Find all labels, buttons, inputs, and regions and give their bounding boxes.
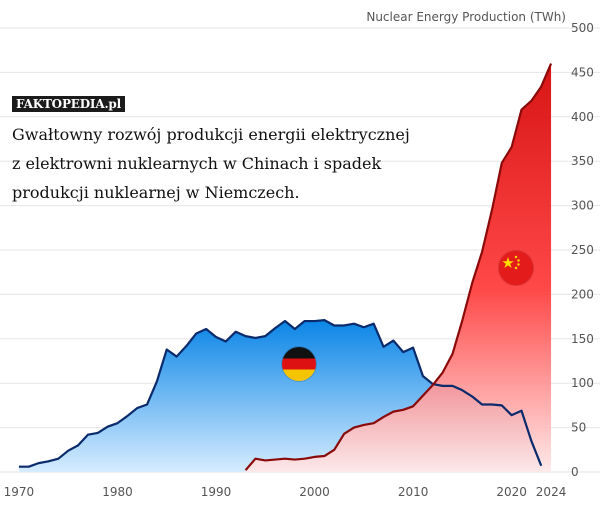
- faktopedia-watermark: FAKTOPEDIA.pl: [12, 96, 125, 112]
- china-flag-icon: [499, 251, 533, 285]
- y-tick-label: 150: [571, 332, 594, 346]
- x-tick-label: 1970: [4, 485, 35, 499]
- caption-text: Gwałtowny rozwój produkcji energii elekt…: [12, 120, 482, 207]
- y-tick-label: 200: [571, 287, 594, 301]
- series-2-area: [245, 63, 552, 473]
- x-tick-label: 2020: [496, 485, 527, 499]
- y-tick-label: 250: [571, 243, 594, 257]
- germany-flag-icon: [282, 347, 316, 381]
- y-tick-label: 500: [571, 21, 594, 35]
- caption-line-2: z elektrowni nuklearnych w Chinach i spa…: [12, 154, 382, 173]
- chart-title: Nuclear Energy Production (TWh): [366, 10, 566, 24]
- series-1-line: [18, 319, 543, 468]
- x-tick-label: 2024: [536, 485, 567, 499]
- caption-line-3: produkcji nuklearnej w Niemczech.: [12, 183, 300, 202]
- y-tick-label: 100: [571, 376, 594, 390]
- y-tick-label: 300: [571, 199, 594, 213]
- y-tick-label: 450: [571, 65, 594, 79]
- x-tick-label: 1980: [102, 485, 133, 499]
- y-axis-ticks: 0 50 100 150 200 250 300 350 400 450 500: [571, 21, 594, 479]
- series-2-line: [244, 63, 553, 471]
- china-flag-stars: [502, 255, 520, 270]
- gridlines: [0, 27, 600, 473]
- series-areas: [18, 63, 552, 473]
- y-tick-label: 400: [571, 110, 594, 124]
- y-tick-label: 50: [571, 421, 586, 435]
- caption-line-1: Gwałtowny rozwój produkcji energii elekt…: [12, 125, 410, 144]
- x-tick-label: 2010: [398, 485, 429, 499]
- x-axis-ticks: 1970 1980 1990 2000 2010 2020 2024: [4, 485, 567, 499]
- x-tick-label: 1990: [201, 485, 232, 499]
- y-tick-label: 0: [571, 465, 579, 479]
- x-tick-label: 2000: [299, 485, 330, 499]
- series-lines: [18, 63, 553, 471]
- y-tick-label: 350: [571, 154, 594, 168]
